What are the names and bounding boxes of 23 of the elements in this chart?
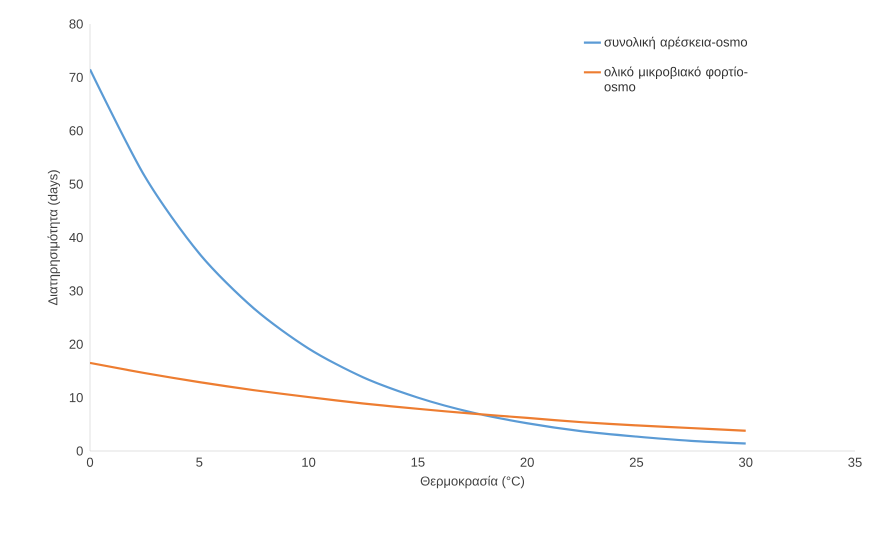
y-tick-label: 80: [69, 19, 83, 29]
legend-label: ολικό μικροβιακό φορτίο-osmo: [604, 66, 748, 92]
y-tick-label: 20: [70, 340, 83, 349]
line-series: [90, 362, 747, 432]
x-tick-label: 20: [520, 458, 534, 467]
y-tick-label: 70: [70, 72, 83, 82]
line-series: [90, 68, 747, 445]
y-tick-label: 50: [69, 180, 83, 189]
x-tick-label: 0: [86, 458, 94, 467]
x-tick-label: 30: [738, 458, 752, 467]
x-tick-label: 35: [848, 458, 862, 467]
x-tick-label: 5: [196, 458, 202, 467]
y-axis-title: Διατηρησιμότητα (days): [48, 170, 60, 306]
y-tick-label: 0: [76, 446, 83, 456]
x-tick-label: 15: [412, 458, 425, 467]
legend-label: συνολική αρέσκεια-osmo: [604, 36, 748, 50]
x-tick-label: 25: [630, 458, 644, 467]
x-axis-title: Θερμοκρασία (°C): [420, 476, 524, 488]
y-tick-label: 40: [69, 232, 83, 242]
x-tick-label: 10: [302, 458, 316, 467]
y-tick-label: 10: [70, 393, 83, 402]
y-tick-label: 60: [70, 126, 83, 136]
y-tick-label: 30: [69, 286, 83, 296]
